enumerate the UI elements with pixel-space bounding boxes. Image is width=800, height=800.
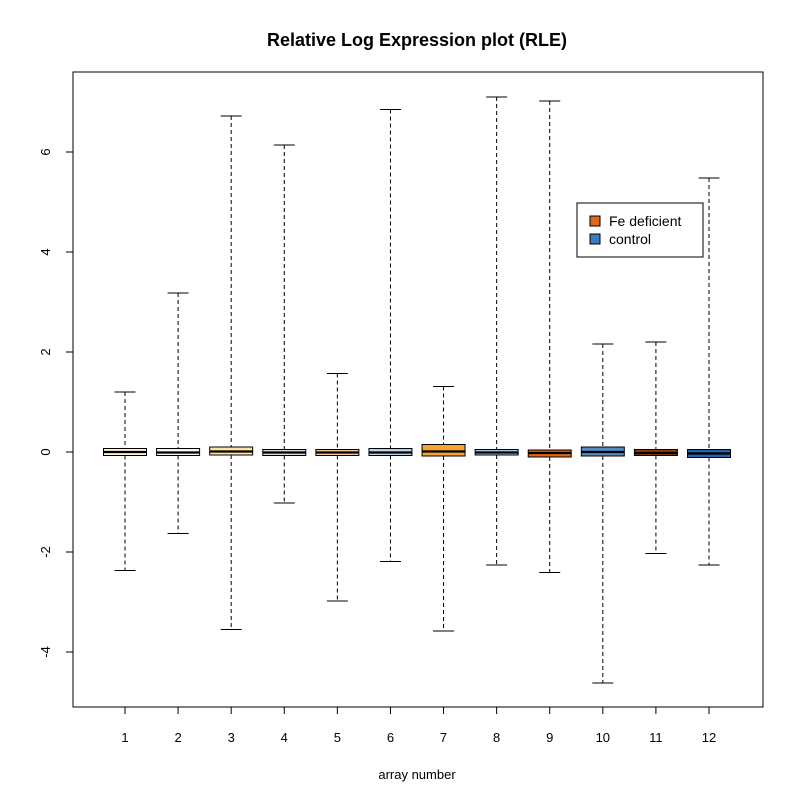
chart-title: Relative Log Expression plot (RLE) [267, 30, 567, 50]
legend-label: Fe deficient [609, 213, 681, 229]
x-tick-label: 12 [702, 730, 716, 745]
y-tick-label: -4 [38, 646, 53, 658]
legend-swatch [589, 233, 601, 245]
x-tick-label: 8 [493, 730, 500, 745]
y-tick-label: 6 [38, 148, 53, 155]
legend: Fe deficient control [576, 202, 704, 258]
legend-frame [576, 202, 704, 258]
x-tick-label: 6 [387, 730, 394, 745]
box-iqr [421, 444, 466, 457]
y-tick-label: 2 [38, 348, 53, 355]
x-tick-label: 11 [649, 730, 663, 745]
box-array-5 [315, 373, 360, 602]
y-tick-label: -2 [38, 546, 53, 558]
box-array-3 [209, 115, 254, 630]
x-tick-label: 3 [228, 730, 235, 745]
x-tick-label: 9 [546, 730, 553, 745]
box-array-11 [633, 341, 678, 554]
box-array-8 [474, 96, 519, 566]
x-tick-label: 2 [174, 730, 181, 745]
x-tick-label: 7 [440, 730, 447, 745]
box-array-10 [580, 343, 625, 684]
box-array-4 [262, 144, 307, 504]
x-tick-label: 10 [596, 730, 610, 745]
box-array-7 [421, 386, 466, 632]
y-tick-label: 0 [38, 448, 53, 455]
y-axis: -4 -2 0 2 4 6 [38, 148, 73, 658]
box-array-1 [103, 391, 147, 571]
legend-label: control [609, 231, 651, 247]
y-tick-label: 4 [38, 248, 53, 255]
box-array-12 [687, 177, 731, 566]
x-axis-label: array number [378, 767, 456, 782]
box-array-6 [368, 109, 413, 562]
x-tick-label: 1 [121, 730, 128, 745]
box-array-9 [527, 100, 572, 573]
x-tick-label: 5 [334, 730, 341, 745]
box-array-2 [156, 292, 201, 534]
legend-swatch [589, 215, 601, 227]
x-tick-label: 4 [281, 730, 288, 745]
x-axis: 1 2 3 4 5 6 7 8 9 10 11 12 [121, 707, 716, 745]
plot-frame [72, 71, 764, 708]
